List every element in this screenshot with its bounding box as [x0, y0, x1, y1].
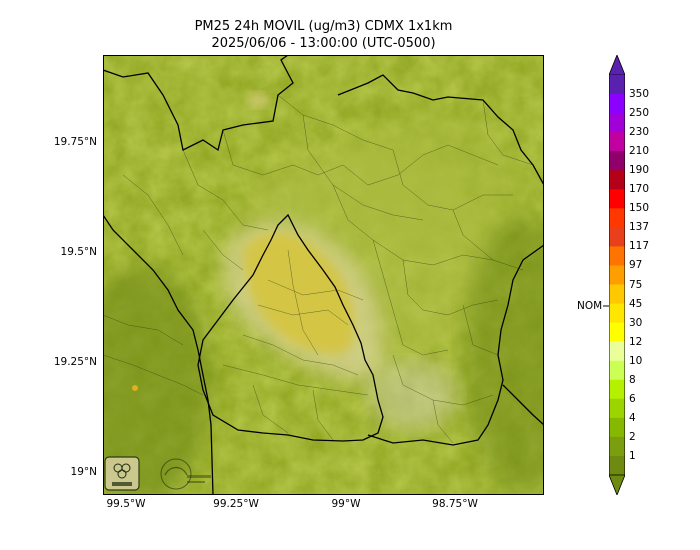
colorbar-label: 150 [629, 202, 650, 215]
ciudad-de-mexico-logo [160, 458, 211, 490]
colorbar-label: 6 [629, 392, 636, 405]
lat-tick-label: 19°N [70, 466, 97, 478]
colorbar-segment [609, 360, 625, 381]
colorbar-label: 230 [629, 126, 650, 139]
lat-tick-label: 19.75°N [53, 136, 97, 148]
state-border-east [502, 384, 544, 426]
colorbar-segment [609, 322, 625, 343]
colorbar-segment [609, 75, 625, 95]
colorbar-label: 30 [629, 316, 643, 329]
sedema-logo [104, 456, 140, 491]
colorbar-segment [609, 189, 625, 209]
state-border-north [103, 55, 294, 152]
colorbar-label: 10 [629, 354, 643, 367]
colorbar-label: 250 [629, 107, 650, 120]
colorbar-segment [609, 170, 625, 190]
colorbar-label: 1 [629, 449, 636, 462]
dark-mountains-sw [103, 265, 213, 495]
colorbar-segment [609, 132, 625, 152]
colorbar-label: 75 [629, 278, 643, 291]
plume-north-spot [246, 92, 270, 108]
pm25-map[interactable] [103, 55, 544, 495]
hotspot-west [132, 385, 138, 391]
colorbar-label: 8 [629, 373, 636, 386]
colorbar-segment [609, 379, 625, 400]
colorbar-segment [609, 208, 625, 228]
colorbar [609, 55, 625, 495]
colorbar-extend-top [609, 55, 625, 76]
colorbar-label: 350 [629, 88, 650, 101]
municipal-boundaries [103, 94, 534, 444]
lat-tick-label: 19.5°N [60, 246, 97, 258]
colorbar-segment [609, 265, 625, 286]
colorbar-extend-bottom [609, 474, 625, 495]
dark-mountains-se [463, 215, 544, 495]
colorbar-label: 2 [629, 430, 636, 443]
colorbar-segment [609, 455, 625, 476]
colorbar-label: 170 [629, 183, 650, 196]
state-border-south [367, 244, 544, 446]
colorbar-label: 4 [629, 411, 636, 424]
lon-tick-label: 99.25°W [213, 498, 259, 510]
chart-subtitle: 2025/06/06 - 13:00:00 (UTC-0500) [211, 36, 436, 51]
colorbar-segment [609, 436, 625, 457]
colorbar-label: 45 [629, 297, 643, 310]
state-border-northeast [337, 74, 544, 186]
colorbar-segment [609, 227, 625, 247]
colorbar-label: 210 [629, 145, 650, 158]
colorbar-segment [609, 113, 625, 133]
valley-area-east [343, 115, 523, 255]
lon-tick-label: 99°W [331, 498, 361, 510]
colorbar-label: 190 [629, 164, 650, 177]
colorbar-segment [609, 246, 625, 266]
colorbar-segment [609, 398, 625, 419]
cdmx-border [197, 213, 384, 442]
nom-label: NOM [577, 300, 603, 312]
nom-tick [603, 305, 609, 307]
map-frame [103, 55, 544, 495]
colorbar-segment [609, 151, 625, 171]
lon-tick-label: 98.75°W [432, 498, 478, 510]
chart-title: PM25 24h MOVIL (ug/m3) CDMX 1x1km [194, 19, 453, 34]
colorbar-segment [609, 94, 625, 114]
colorbar-label: 12 [629, 335, 643, 348]
colorbar-label: 137 [629, 221, 650, 234]
colorbar-segment [609, 284, 625, 305]
colorbar-label: 117 [629, 240, 650, 253]
colorbar-segment [609, 303, 625, 324]
colorbar-segment [609, 341, 625, 362]
lat-tick-label: 19.25°N [53, 356, 97, 368]
colorbar-label: 97 [629, 259, 643, 272]
plume-east-haze [368, 360, 458, 430]
colorbar-segment [609, 417, 625, 438]
lon-tick-label: 99.5°W [106, 498, 146, 510]
